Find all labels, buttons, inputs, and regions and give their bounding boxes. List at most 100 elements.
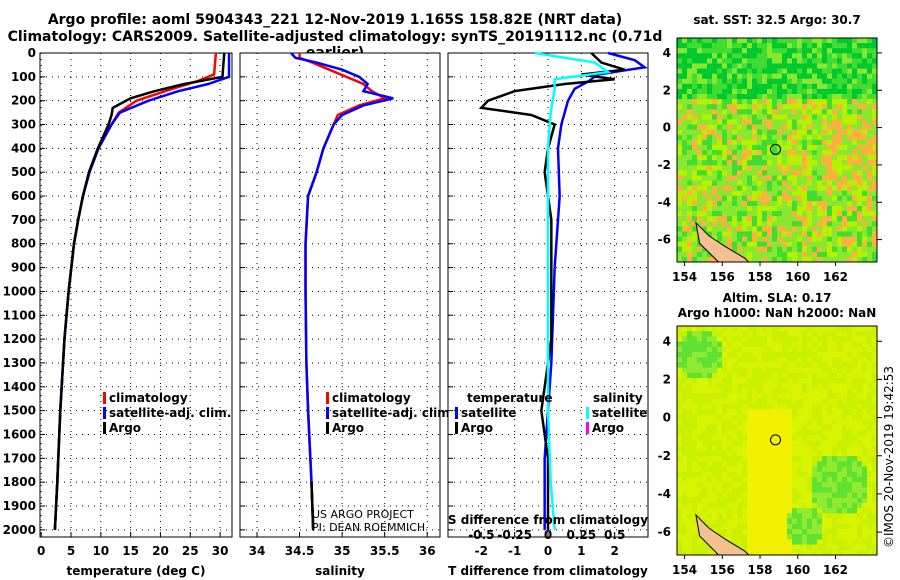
map-cell bbox=[732, 119, 738, 126]
map-cell bbox=[812, 48, 818, 54]
map-cell bbox=[787, 180, 793, 187]
map-cell bbox=[712, 362, 718, 369]
map-cell bbox=[847, 155, 853, 161]
map-cell bbox=[777, 160, 783, 166]
map-cell bbox=[752, 544, 758, 551]
map-cell bbox=[862, 144, 868, 151]
map-cell bbox=[707, 378, 713, 384]
map-cell bbox=[722, 534, 728, 540]
map-cell bbox=[687, 53, 693, 59]
map-cell bbox=[832, 119, 838, 126]
map-cell bbox=[747, 256, 753, 263]
map-cell bbox=[807, 513, 813, 520]
map-cell bbox=[787, 331, 793, 337]
map-cell bbox=[852, 502, 858, 509]
map-cell bbox=[797, 450, 803, 457]
map-cell bbox=[852, 492, 858, 499]
map-cell bbox=[817, 83, 823, 90]
map-cell bbox=[737, 185, 743, 192]
map-cell bbox=[687, 109, 693, 115]
map-cell bbox=[867, 362, 873, 369]
map-cell bbox=[797, 544, 803, 551]
map-cell bbox=[772, 109, 778, 115]
map-cell bbox=[717, 471, 723, 478]
map-cell bbox=[682, 231, 688, 238]
map-cell bbox=[722, 48, 728, 54]
map-cell bbox=[867, 200, 873, 207]
map-cell bbox=[712, 129, 718, 136]
map-cell bbox=[787, 63, 793, 70]
map-cell bbox=[872, 88, 878, 95]
map-cell bbox=[737, 38, 743, 44]
map-cell bbox=[767, 435, 773, 441]
map-cell bbox=[677, 58, 683, 64]
map-cell bbox=[682, 150, 688, 156]
map-cell bbox=[812, 236, 818, 243]
map-cell bbox=[707, 185, 713, 192]
map-cell bbox=[832, 109, 838, 115]
map-cell bbox=[842, 534, 848, 540]
map-cell bbox=[687, 170, 693, 176]
map-cell bbox=[712, 393, 718, 400]
map-cell bbox=[677, 78, 683, 85]
map-cell bbox=[782, 58, 788, 64]
map-cell bbox=[742, 241, 748, 248]
map-cell bbox=[687, 119, 693, 126]
map-cell bbox=[772, 409, 778, 415]
map-cell bbox=[727, 534, 733, 540]
map-cell bbox=[842, 378, 848, 384]
map-cell bbox=[692, 251, 698, 258]
map-cell bbox=[847, 58, 853, 64]
map-cell bbox=[697, 124, 703, 131]
map-cell bbox=[777, 404, 783, 410]
map-cell bbox=[757, 445, 763, 452]
map-cell bbox=[677, 430, 683, 436]
map-cell bbox=[762, 144, 768, 151]
map-cell bbox=[852, 216, 858, 222]
map-cell bbox=[757, 251, 763, 258]
map-cell bbox=[802, 362, 808, 369]
map-cell bbox=[802, 518, 808, 525]
map-cell bbox=[817, 461, 823, 468]
map-cell bbox=[827, 195, 833, 202]
map-cell bbox=[687, 544, 693, 551]
map-cell bbox=[812, 492, 818, 499]
map-cell bbox=[702, 430, 708, 436]
map-cell bbox=[827, 497, 833, 504]
map-cell bbox=[687, 430, 693, 436]
map-cell bbox=[807, 346, 813, 353]
map-cell bbox=[777, 99, 783, 105]
map-cell bbox=[692, 236, 698, 243]
map-cell bbox=[787, 83, 793, 90]
map-cell bbox=[747, 144, 753, 151]
map-cell bbox=[832, 440, 838, 447]
map-cell bbox=[757, 160, 763, 166]
map-cell bbox=[852, 38, 858, 44]
map-cell bbox=[757, 435, 763, 441]
map-cell bbox=[842, 231, 848, 238]
map-cell bbox=[837, 372, 843, 379]
y-tick-label: 500 bbox=[11, 165, 36, 179]
map-cell bbox=[727, 414, 733, 421]
map-cell bbox=[807, 206, 813, 212]
map-cell bbox=[747, 492, 753, 499]
map-cell bbox=[737, 450, 743, 457]
map-cell bbox=[862, 492, 868, 499]
map-cell bbox=[832, 424, 838, 431]
map-cell bbox=[772, 216, 778, 222]
map-cell bbox=[827, 331, 833, 337]
map-cell bbox=[802, 139, 808, 146]
map-cell bbox=[677, 53, 683, 59]
map-cell bbox=[842, 544, 848, 551]
map-cell bbox=[827, 68, 833, 75]
map-cell bbox=[782, 185, 788, 192]
map-cell bbox=[742, 48, 748, 54]
map-cell bbox=[832, 372, 838, 379]
map-cell bbox=[817, 175, 823, 182]
map-cell bbox=[872, 175, 878, 182]
map-cell bbox=[732, 114, 738, 120]
map-cell bbox=[837, 352, 843, 358]
map-cell bbox=[767, 424, 773, 431]
map-cell bbox=[792, 150, 798, 156]
map-cell bbox=[857, 185, 863, 192]
